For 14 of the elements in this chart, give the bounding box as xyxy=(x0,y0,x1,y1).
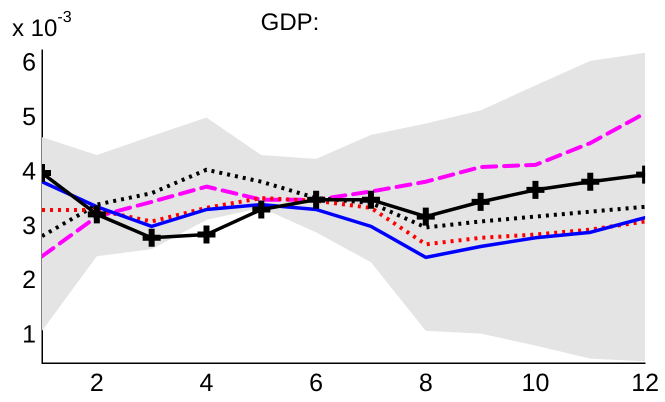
x-tick-label: 8 xyxy=(418,368,433,397)
y-tick-label: 5 xyxy=(22,102,36,131)
line-series xyxy=(42,196,646,246)
y-tick-label: 1 xyxy=(22,320,36,349)
x-tick-label: 4 xyxy=(200,368,214,397)
x-tick-label: 2 xyxy=(90,368,104,397)
y-tick-label: 2 xyxy=(22,266,36,294)
x-tick-label: 10 xyxy=(522,368,550,397)
y-tick-label: 4 xyxy=(22,157,36,186)
chart-title: GDP: xyxy=(260,9,320,36)
x-tick-label: 12 xyxy=(631,368,659,397)
y-tick-label: 6 xyxy=(22,48,36,76)
y-tick-label: 3 xyxy=(22,212,36,240)
x-tick-label: 6 xyxy=(309,368,324,397)
